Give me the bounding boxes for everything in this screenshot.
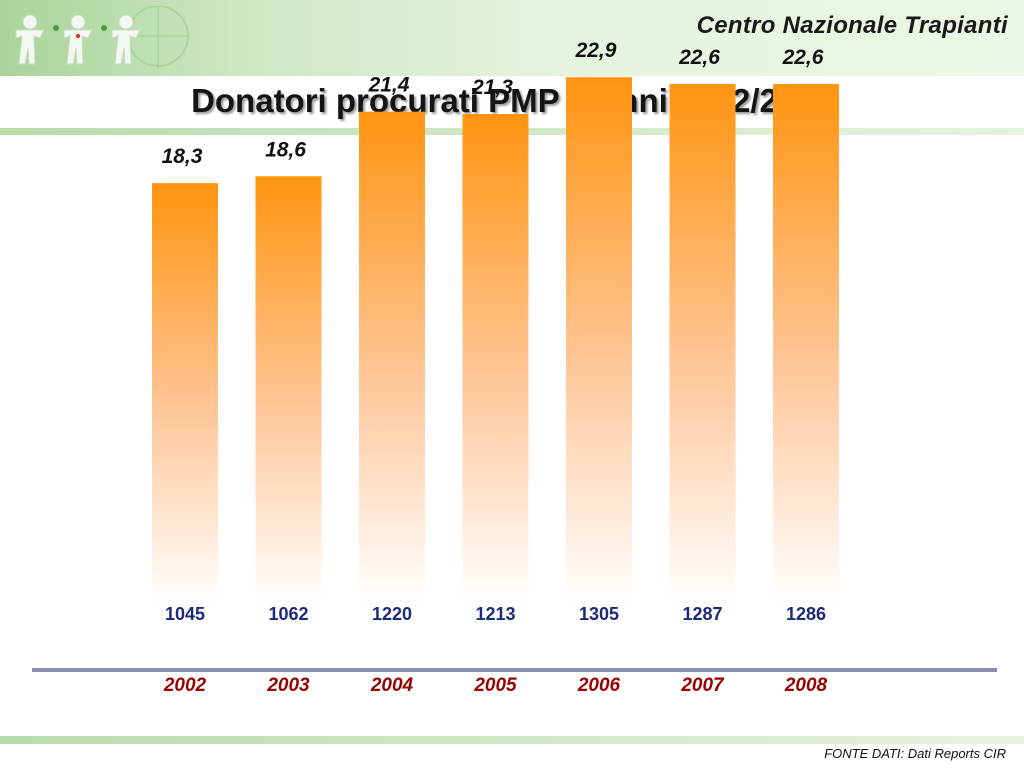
x-tick-label: 2004	[370, 675, 414, 696]
value-label: 21,3	[471, 76, 513, 99]
x-tick-label: 2003	[266, 675, 310, 696]
x-axis-line	[32, 668, 997, 672]
donor-count-label: 1286	[786, 604, 826, 624]
donor-count-label: 1213	[475, 604, 515, 624]
x-tick-label: 2008	[784, 675, 828, 696]
x-tick-label: 2005	[473, 675, 517, 696]
bar-2006	[566, 77, 632, 605]
data-source-note: FONTE DATI: Dati Reports CIR	[824, 746, 1006, 761]
value-label: 18,6	[265, 138, 306, 161]
x-tick-label: 2006	[577, 675, 621, 696]
donor-count-label: 1305	[579, 604, 619, 624]
x-tick-label: 2007	[680, 675, 725, 696]
footer-band	[0, 736, 1024, 744]
value-label: 18,3	[162, 145, 203, 168]
bar-2007	[669, 84, 736, 605]
x-tick-label: 2002	[163, 675, 207, 696]
bar-2008	[773, 84, 839, 605]
value-label: 21,4	[368, 74, 410, 97]
header-divider	[0, 76, 1024, 79]
bar-2002	[152, 183, 218, 605]
organization-name: Centro Nazionale Trapianti	[696, 12, 1008, 39]
value-label: 22,6	[782, 46, 824, 69]
donor-count-label: 1287	[682, 604, 722, 624]
people-figures-logo-icon	[15, 6, 190, 68]
donor-count-label: 1220	[372, 604, 412, 624]
donor-count-label: 1062	[268, 604, 308, 624]
value-label: 22,9	[575, 39, 617, 62]
bar-2004	[359, 111, 425, 605]
header-band: Centro Nazionale Trapianti	[0, 0, 1024, 76]
bar-2003	[255, 176, 322, 605]
bar-2005	[462, 114, 529, 605]
value-label: 22,6	[678, 46, 720, 69]
donor-count-label: 1045	[165, 604, 205, 624]
